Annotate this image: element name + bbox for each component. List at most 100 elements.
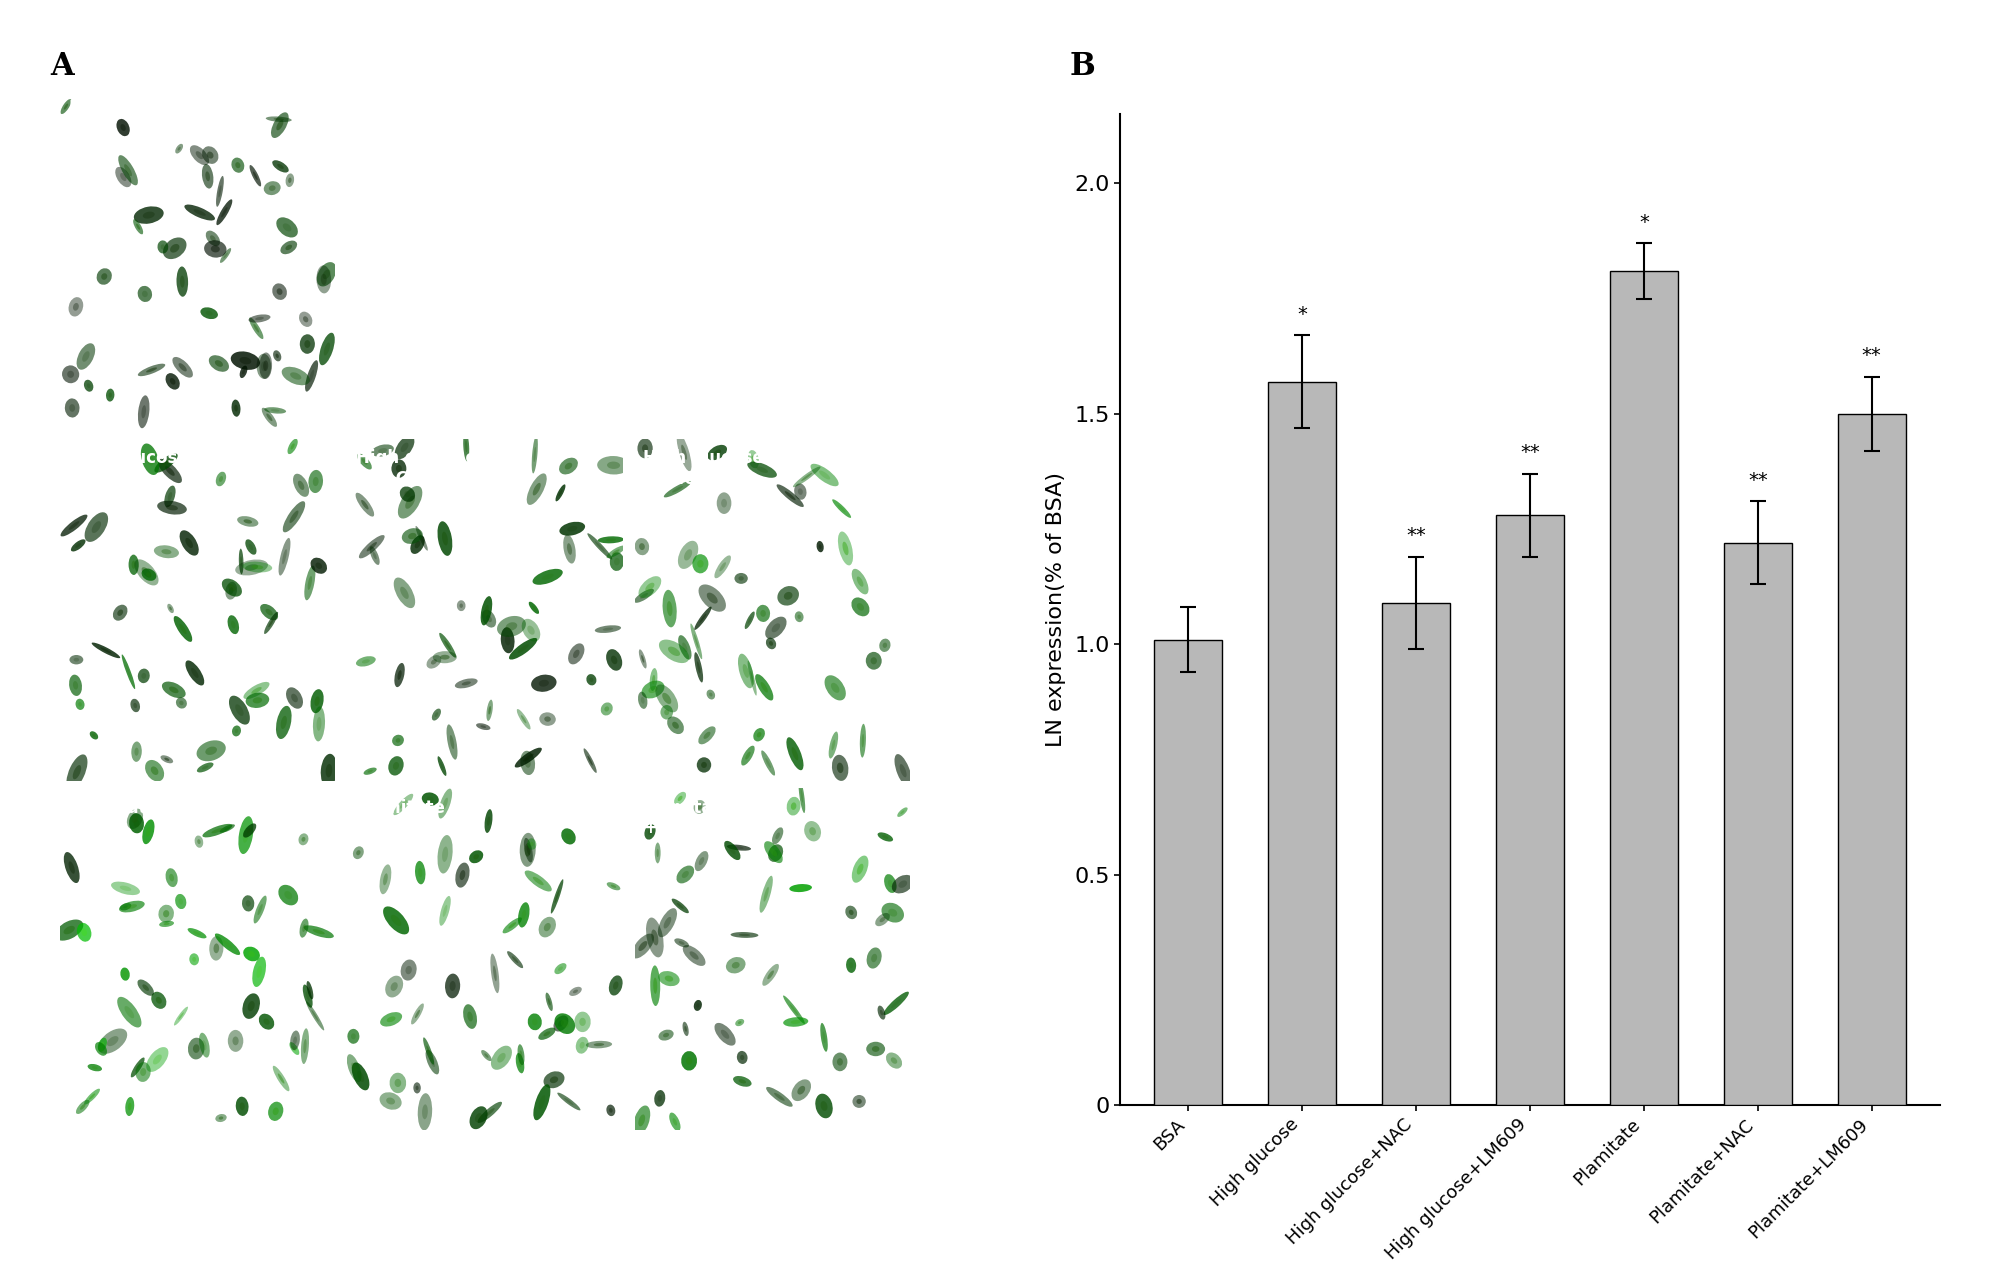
Ellipse shape bbox=[244, 946, 260, 961]
Ellipse shape bbox=[142, 212, 154, 218]
Ellipse shape bbox=[518, 902, 530, 927]
Ellipse shape bbox=[766, 1087, 792, 1106]
Ellipse shape bbox=[312, 706, 326, 742]
Ellipse shape bbox=[390, 914, 402, 926]
Ellipse shape bbox=[666, 601, 672, 616]
Ellipse shape bbox=[300, 334, 314, 354]
Ellipse shape bbox=[414, 1010, 420, 1019]
Ellipse shape bbox=[558, 1020, 564, 1026]
Ellipse shape bbox=[134, 206, 164, 224]
Ellipse shape bbox=[476, 723, 490, 730]
Ellipse shape bbox=[668, 716, 684, 734]
Ellipse shape bbox=[772, 850, 778, 857]
Ellipse shape bbox=[196, 151, 204, 159]
Ellipse shape bbox=[112, 881, 140, 895]
Ellipse shape bbox=[798, 779, 806, 813]
Ellipse shape bbox=[96, 268, 112, 284]
Ellipse shape bbox=[586, 1041, 612, 1048]
Ellipse shape bbox=[396, 465, 402, 472]
Ellipse shape bbox=[678, 796, 682, 801]
Ellipse shape bbox=[246, 540, 256, 555]
Ellipse shape bbox=[130, 813, 144, 833]
Ellipse shape bbox=[236, 560, 268, 575]
Ellipse shape bbox=[312, 1010, 318, 1021]
Ellipse shape bbox=[658, 1030, 674, 1040]
Ellipse shape bbox=[484, 809, 492, 833]
Ellipse shape bbox=[684, 549, 692, 560]
Ellipse shape bbox=[394, 1078, 402, 1087]
Ellipse shape bbox=[308, 987, 312, 994]
Ellipse shape bbox=[706, 690, 716, 700]
Ellipse shape bbox=[88, 1093, 96, 1100]
Ellipse shape bbox=[878, 1006, 886, 1020]
Ellipse shape bbox=[430, 1057, 436, 1067]
Ellipse shape bbox=[314, 696, 320, 706]
Ellipse shape bbox=[720, 563, 726, 572]
Ellipse shape bbox=[248, 951, 254, 956]
Y-axis label: LN expression(% of BSA): LN expression(% of BSA) bbox=[1046, 472, 1066, 747]
Ellipse shape bbox=[88, 1064, 102, 1072]
Ellipse shape bbox=[558, 1092, 580, 1110]
Ellipse shape bbox=[442, 906, 448, 917]
Ellipse shape bbox=[124, 972, 126, 977]
Ellipse shape bbox=[400, 960, 416, 980]
Ellipse shape bbox=[508, 951, 524, 968]
Ellipse shape bbox=[566, 544, 572, 555]
Ellipse shape bbox=[798, 615, 800, 618]
Ellipse shape bbox=[220, 824, 234, 833]
Ellipse shape bbox=[866, 947, 882, 969]
Ellipse shape bbox=[146, 573, 152, 577]
Ellipse shape bbox=[738, 933, 750, 936]
Ellipse shape bbox=[320, 274, 326, 284]
Ellipse shape bbox=[672, 1118, 678, 1125]
Ellipse shape bbox=[560, 522, 586, 536]
Ellipse shape bbox=[886, 1053, 902, 1068]
Ellipse shape bbox=[326, 763, 332, 777]
Ellipse shape bbox=[356, 850, 360, 855]
Ellipse shape bbox=[820, 1101, 828, 1111]
Ellipse shape bbox=[126, 904, 136, 909]
Ellipse shape bbox=[228, 1030, 244, 1052]
Ellipse shape bbox=[760, 682, 768, 692]
Ellipse shape bbox=[736, 1019, 744, 1026]
Ellipse shape bbox=[846, 906, 858, 919]
Ellipse shape bbox=[156, 997, 162, 1003]
Ellipse shape bbox=[138, 363, 166, 376]
Ellipse shape bbox=[70, 655, 84, 664]
Ellipse shape bbox=[744, 611, 754, 629]
Ellipse shape bbox=[514, 748, 542, 767]
Ellipse shape bbox=[164, 911, 170, 917]
Ellipse shape bbox=[358, 1071, 364, 1082]
Ellipse shape bbox=[654, 978, 658, 994]
Ellipse shape bbox=[150, 766, 158, 775]
Ellipse shape bbox=[278, 538, 290, 575]
Ellipse shape bbox=[742, 664, 748, 678]
Ellipse shape bbox=[138, 286, 152, 302]
Ellipse shape bbox=[390, 982, 398, 991]
Ellipse shape bbox=[714, 555, 730, 578]
Ellipse shape bbox=[414, 541, 420, 549]
Ellipse shape bbox=[180, 701, 184, 705]
Ellipse shape bbox=[386, 975, 404, 997]
Ellipse shape bbox=[494, 965, 496, 982]
Ellipse shape bbox=[346, 1054, 362, 1082]
Ellipse shape bbox=[884, 874, 896, 893]
Ellipse shape bbox=[254, 324, 260, 333]
Ellipse shape bbox=[888, 880, 892, 888]
Ellipse shape bbox=[140, 1068, 146, 1076]
Ellipse shape bbox=[162, 682, 186, 698]
Ellipse shape bbox=[610, 655, 618, 664]
Ellipse shape bbox=[438, 789, 452, 819]
Ellipse shape bbox=[606, 1105, 616, 1116]
Ellipse shape bbox=[142, 569, 156, 580]
Ellipse shape bbox=[756, 674, 774, 701]
Ellipse shape bbox=[146, 1046, 168, 1072]
Ellipse shape bbox=[522, 753, 534, 762]
Ellipse shape bbox=[478, 1102, 502, 1123]
Ellipse shape bbox=[216, 471, 226, 486]
Ellipse shape bbox=[676, 433, 692, 471]
Ellipse shape bbox=[422, 1105, 428, 1119]
Ellipse shape bbox=[518, 1059, 522, 1067]
Ellipse shape bbox=[550, 879, 564, 913]
Ellipse shape bbox=[138, 395, 150, 428]
